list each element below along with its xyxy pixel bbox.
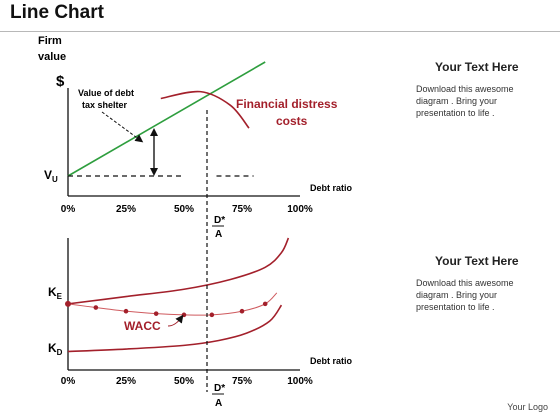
top-x-ticks: 0% 25% 50% 75% 100%: [61, 204, 313, 215]
tax-shelter-label-2: tax shelter: [82, 100, 128, 110]
svg-text:D*: D*: [214, 383, 225, 394]
bottom-series-1-point-6: [239, 308, 245, 314]
bottom-chart: KE KD Debt ratio 0% 25% 50% 75% 100% WACC D*…: [48, 237, 353, 409]
wacc-pointer: [167, 314, 184, 327]
top-x-tick-0: 0%: [61, 204, 76, 215]
top-x-tick-4: 100%: [287, 204, 313, 215]
ke-label: KE: [48, 285, 63, 301]
bottom-x-tick-3: 75%: [232, 376, 252, 387]
tax-shelter-pointer: [101, 111, 144, 143]
bottom-xlabel: Debt ratio: [310, 356, 353, 366]
bottom-series-1-point-3: [153, 311, 159, 316]
top-xlabel: Debt ratio: [310, 183, 353, 193]
bottom-series-1-point-5: [209, 312, 215, 318]
bottom-series-1-point-1: [93, 305, 99, 310]
top-ylabel-unit: $: [56, 73, 65, 90]
bottom-series-1-point-0: [65, 300, 71, 307]
bottom-series-1-point-2: [123, 308, 129, 314]
bottom-x-tick-4: 100%: [287, 376, 313, 387]
bottom-x-tick-1: 25%: [116, 376, 136, 387]
bottom-series-1-line: [67, 292, 278, 316]
top-optimum-num: D*: [214, 215, 225, 226]
page-title: Line Chart: [10, 2, 104, 23]
top-x-tick-1: 25%: [116, 204, 136, 215]
bottom-series: [65, 237, 290, 353]
bottom-x-tick-0: 0%: [61, 376, 76, 387]
top-series: [67, 61, 266, 177]
svg-text:D*: D*: [214, 215, 225, 226]
top-ylabel-line1: Firm: [38, 35, 62, 47]
bottom-x-ticks: 0% 25% 50% 75% 100%: [61, 376, 313, 387]
bottom-series-0-line: [67, 237, 290, 305]
logo-text: Your Logo: [507, 402, 548, 412]
text-panel-1: Your Text Here Download this awesome dia…: [416, 60, 546, 119]
distress-label-2: costs: [276, 114, 308, 128]
vu-label: VU: [44, 168, 58, 184]
top-series-1-line: [160, 90, 250, 129]
title-divider: [0, 31, 560, 32]
top-optimum-label: D* A: [212, 215, 225, 240]
bottom-optimum-label: D* A: [212, 383, 225, 409]
bottom-optimum-num: D*: [214, 383, 225, 394]
text-panel-2-title: Your Text Here: [435, 254, 519, 268]
distress-label-1: Financial distress: [236, 97, 338, 111]
tax-shelter-label-1: Value of debt: [78, 88, 134, 98]
text-panel-2: Your Text Here Download this awesome dia…: [416, 254, 546, 313]
text-panel-1-body: Download this awesome diagram . Bring yo…: [416, 84, 514, 118]
top-optimum-den: A: [215, 229, 222, 240]
top-series-0-line: [67, 61, 266, 177]
top-x-tick-3: 75%: [232, 204, 252, 215]
bottom-series-2-line: [67, 304, 283, 353]
text-panel-1-title: Your Text Here: [435, 60, 519, 74]
text-panel-2-body: Download this awesome diagram . Bring yo…: [416, 278, 514, 312]
wacc-label: WACC: [124, 319, 161, 333]
kd-label: KD: [48, 341, 63, 357]
top-ylabel-line2: value: [38, 51, 66, 63]
bottom-optimum-den: A: [215, 398, 222, 409]
bottom-series-1-point-4: [181, 312, 187, 318]
top-chart: Firm value $ VU Debt ratio 0% 25% 50% 75% 10…: [38, 35, 353, 240]
bottom-x-tick-2: 50%: [174, 376, 194, 387]
top-x-tick-2: 50%: [174, 204, 194, 215]
bottom-series-1-point-7: [262, 301, 268, 307]
